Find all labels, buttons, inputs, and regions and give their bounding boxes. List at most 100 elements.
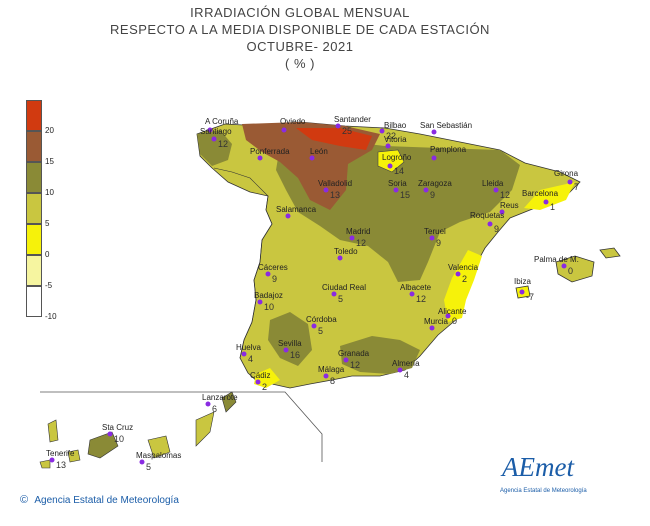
station-value: 22 [386,131,396,141]
station-value: 14 [394,166,404,176]
station-marker: Lleida 12 [482,179,510,200]
station-marker: Roquetas 9 [470,211,504,234]
station-marker: Almería 4 [392,359,420,380]
station-marker: Teruel 9 [424,227,446,248]
station-marker: Granada 12 [338,349,370,370]
station-value: 5 [338,294,343,304]
station-name: Albacete [400,283,432,292]
station-marker: Ibiza -7 [514,277,534,302]
station-dot [265,271,271,277]
zone-bilbao [296,128,372,150]
legend-swatch [26,131,42,162]
station-dot [255,379,261,385]
station-dot [207,127,213,133]
legend-label: 15 [45,157,54,166]
legend-swatch [26,100,42,131]
station-name: Lleida [482,179,504,188]
station-marker: Huelva 4 [236,343,261,364]
station-dot [431,129,437,135]
station-name: Ciudad Real [322,283,366,292]
station-value: 9 [430,190,435,200]
station-marker: Oviedo [280,117,306,133]
station-dot [519,289,525,295]
station-name: Ibiza [514,277,531,286]
logo-wordmark: AEmet [502,452,574,482]
station-marker: Valencia 2 [448,263,479,284]
station-value: 1 [550,202,555,212]
legend-label: 5 [45,219,50,228]
station-name: Zaragoza [418,179,452,188]
menorca [599,247,621,259]
station-name: Cádiz [250,371,270,380]
station-value: 15 [400,190,410,200]
station-name: Santander [334,115,371,124]
copyright-symbol: © [20,494,29,506]
station-name: Teruel [424,227,446,236]
station-value: 5 [318,326,323,336]
color-legend: 20 15 10 5 0 -5 -10 [26,100,76,330]
station-dot [211,136,217,142]
station-marker: Cádiz 2 [250,371,270,392]
station-name: Oviedo [280,117,306,126]
station-marker: Vitoria [384,135,407,149]
station-marker: Murcia [424,317,449,331]
station-dot [567,179,573,185]
station-dot [387,163,393,169]
station-dot [393,187,399,193]
station-name: A Coruña [205,117,239,126]
station-dot [311,323,317,329]
station-value: 10 [114,434,124,444]
legend-swatch [26,286,42,317]
title-line-3: OCTUBRE- 2021 [246,39,354,54]
station-value: 10 [264,302,274,312]
station-value: 12 [416,294,426,304]
portugal-border [213,167,273,359]
zone-logrono [377,149,405,173]
map-title: IRRADIACIÓN GLOBAL MENSUAL RESPECTO A LA… [80,4,520,72]
station-name: Pamplona [430,145,467,154]
station-name: Cáceres [258,263,288,272]
title-line-4: ( % ) [285,56,315,71]
station-dot [281,127,287,133]
station-dot [493,187,499,193]
aemet-logo: AEmet Agencia Estatal de Meteorología [494,452,594,502]
station-marker: A Coruña [205,117,239,133]
legend-label: -10 [45,312,57,321]
title-line-1: IRRADIACIÓN GLOBAL MENSUAL [190,5,410,20]
station-marker: Maspalomas 5 [136,451,181,472]
station-dot [205,401,211,407]
station-name: Ponferrada [250,147,290,156]
station-marker: Palma de M. 0 [534,255,579,276]
title-line-2: RESPECTO A LA MEDIA DISPONIBLE DE CADA E… [110,22,490,37]
gran-canaria-island [147,435,171,459]
station-dot [343,357,349,363]
station-dot [331,291,337,297]
legend-label: 10 [45,188,54,197]
station-value: 12 [500,190,510,200]
station-dot [429,235,435,241]
station-marker: Barcelona 1 [522,189,559,212]
station-name: Madrid [346,227,370,236]
station-dot [257,299,263,305]
station-name: Huelva [236,343,261,352]
station-marker: Reus [499,201,519,215]
station-value: 12 [356,238,366,248]
station-dot [561,263,567,269]
station-dot [283,347,289,353]
station-dot [397,367,403,373]
station-name: Alicante [438,307,467,316]
station-value: 0 [452,316,457,326]
station-marker: Lanzarote 6 [202,393,238,414]
station-name: Barcelona [522,189,559,198]
station-name: Murcia [424,317,449,326]
station-value: 8 [330,376,335,386]
station-value: 9 [494,224,499,234]
station-name: Málaga [318,365,345,374]
station-name: Salamanca [276,205,317,214]
station-marker: Salamanca [276,205,317,219]
legend-swatch [26,162,42,193]
station-dot [107,431,113,437]
station-dot [49,457,55,463]
station-name: Badajoz [254,291,283,300]
station-dot [445,313,451,319]
